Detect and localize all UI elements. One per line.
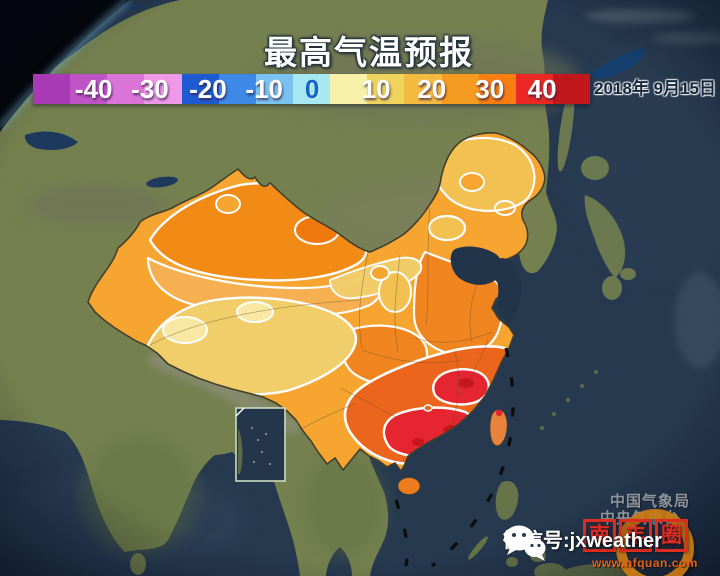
scale-label: -20: [189, 74, 227, 104]
scale-label: 10: [361, 74, 391, 104]
scale-segment: [255, 74, 293, 104]
scale-label: -30: [131, 74, 169, 104]
nfquan-logo: 南 丰 圈: [583, 519, 688, 552]
scale-segment: [330, 74, 368, 104]
logo-char: 丰: [619, 519, 652, 552]
scale-segment: [441, 74, 479, 104]
scale-segment: [144, 74, 182, 104]
scale-segment: [292, 74, 331, 104]
scale-segment: [70, 74, 108, 104]
scale-segment: [552, 74, 591, 104]
scale-label: -10: [245, 74, 283, 104]
scale-segment: [181, 74, 219, 104]
scale-segment: [478, 74, 516, 104]
scale-label: 0: [304, 74, 320, 104]
scale-segment: [404, 74, 442, 104]
scale-segment: [33, 74, 71, 104]
scale-segment: [107, 74, 145, 104]
logo-char: 南: [583, 519, 616, 552]
scale-label: 40: [527, 74, 557, 104]
forecast-date: 2018年 9月15日: [594, 79, 716, 98]
scale-label: 20: [417, 74, 447, 104]
temperature-scale: -40 -30 -20 -10 0 10 20 30 40: [33, 74, 591, 104]
wechat-watermark: 微信号:jxweather: [503, 524, 662, 561]
scale-label: 30: [475, 74, 505, 104]
page-title: 最高气温预报: [264, 34, 474, 71]
agency-watermark-cma: 中国气象局: [610, 493, 691, 510]
wechat-icon: [504, 525, 546, 561]
nfquan-url: www.nfquan.com: [592, 556, 698, 570]
scale-segment: [367, 74, 405, 104]
scale-label: -40: [74, 74, 113, 104]
scale-segment: [218, 74, 256, 104]
logo-char: 圈: [655, 519, 688, 552]
scale-segment: [515, 74, 553, 104]
